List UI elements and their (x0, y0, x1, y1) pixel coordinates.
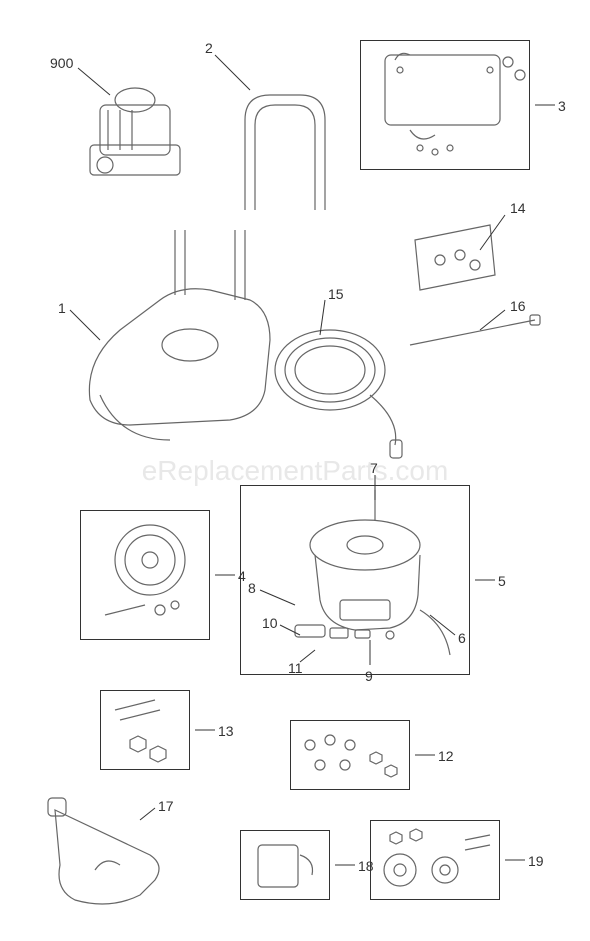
part-hose (275, 330, 402, 458)
part-hardware-12 (305, 735, 397, 777)
callout-8[interactable]: 8 (248, 580, 256, 596)
part-hardware-19 (384, 829, 490, 886)
callout-5[interactable]: 5 (498, 573, 506, 589)
part-wand (410, 315, 540, 345)
callout-7[interactable]: 7 (370, 460, 378, 476)
part-handle (245, 95, 325, 210)
part-wheel (105, 525, 185, 615)
part-bracket (385, 53, 525, 155)
callout-19[interactable]: 19 (528, 853, 544, 869)
part-frame (89, 230, 270, 440)
part-clip (258, 845, 313, 887)
callout-9[interactable]: 9 (365, 668, 373, 684)
part-pump (295, 490, 450, 655)
part-hardware-13 (115, 700, 166, 762)
callout-11[interactable]: 11 (288, 660, 303, 676)
callout-3[interactable]: 3 (558, 98, 566, 114)
part-engine (90, 88, 180, 175)
diagram-svg (0, 0, 590, 941)
callout-4[interactable]: 4 (238, 568, 246, 584)
leader-lines (70, 55, 555, 865)
callout-18[interactable]: 18 (358, 858, 374, 874)
callout-900[interactable]: 900 (50, 55, 73, 71)
callout-1[interactable]: 1 (58, 300, 66, 316)
callout-14[interactable]: 14 (510, 200, 526, 216)
callout-12[interactable]: 12 (438, 748, 454, 764)
part-hardware-14 (415, 225, 495, 290)
callout-13[interactable]: 13 (218, 723, 234, 739)
callout-17[interactable]: 17 (158, 798, 174, 814)
part-gun (48, 798, 159, 904)
callout-2[interactable]: 2 (205, 40, 213, 56)
callout-10[interactable]: 10 (262, 615, 278, 631)
callout-15[interactable]: 15 (328, 286, 344, 302)
callout-6[interactable]: 6 (458, 630, 466, 646)
callout-16[interactable]: 16 (510, 298, 526, 314)
